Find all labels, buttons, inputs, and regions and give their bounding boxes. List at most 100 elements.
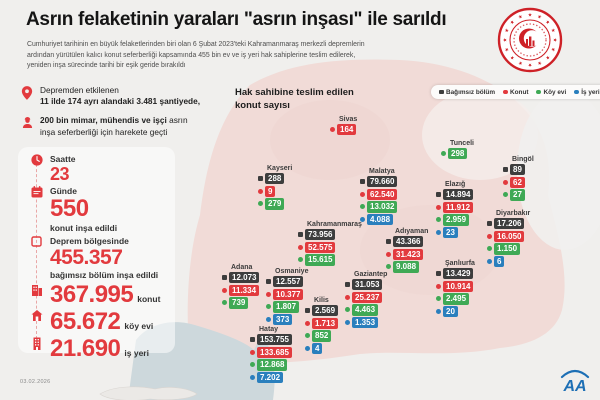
isyeri-marker-icon bbox=[266, 317, 271, 323]
legend-item-bagimsiz: Bağımsız bölüm bbox=[439, 89, 495, 96]
badge-value: 153.755 bbox=[257, 334, 292, 346]
stat-suffix: konut inşa edildi bbox=[50, 223, 118, 233]
city-badge-row-bagimsiz: 12.557 bbox=[266, 276, 308, 288]
konut-marker-icon bbox=[298, 244, 303, 250]
badge-value: 23 bbox=[443, 227, 458, 239]
svg-text:AA: AA bbox=[562, 378, 586, 394]
badge-value: 4.088 bbox=[367, 214, 394, 226]
house-icon bbox=[30, 310, 43, 334]
isyeri-marker-icon bbox=[250, 375, 255, 381]
badge-value: 10.377 bbox=[273, 288, 304, 300]
office-building-icon bbox=[30, 337, 43, 361]
svg-text:★: ★ bbox=[544, 19, 552, 27]
city-badge-row-bagimsiz: 153.755 bbox=[250, 334, 292, 346]
svg-text:★: ★ bbox=[509, 19, 517, 27]
badge-value: 373 bbox=[273, 314, 293, 326]
bagimsiz-marker-icon bbox=[386, 239, 391, 245]
badge-value: 288 bbox=[265, 173, 285, 185]
koyevi-marker-icon bbox=[386, 264, 391, 270]
city-Kahramanmaraş: Kahramanmaraş 73.956 52.575 15.615 bbox=[298, 221, 362, 267]
legend-item-isyeri: İş yeri bbox=[574, 88, 600, 96]
city-badge-row-koyevi: 852 bbox=[305, 330, 338, 342]
konut-marker-icon bbox=[360, 191, 365, 197]
konut-marker-icon bbox=[222, 287, 227, 293]
city-Diyarbakır: Diyarbakır 17.206 16.050 1.150 6 bbox=[487, 210, 530, 269]
isyeri-marker-icon bbox=[574, 89, 579, 95]
bagimsiz-marker-icon bbox=[436, 271, 441, 277]
badge-value: 73.956 bbox=[305, 229, 336, 241]
koyevi-marker-icon bbox=[266, 304, 271, 310]
konut-marker-icon bbox=[266, 291, 271, 297]
clock-icon bbox=[30, 154, 43, 183]
map-title: Hak sahibine teslim edilen konut sayısı bbox=[235, 87, 354, 111]
city-badge-row-isyeri: 4.088 bbox=[360, 214, 397, 226]
city-name: Kayseri bbox=[267, 165, 293, 172]
city-name: Adana bbox=[231, 264, 253, 271]
legend-label: Konut bbox=[510, 88, 529, 96]
svg-text:★: ★ bbox=[552, 38, 558, 43]
badge-value: 2.569 bbox=[312, 305, 339, 317]
city-name: Kahramanmaraş bbox=[307, 221, 362, 228]
legend-item-konut: Konut bbox=[503, 89, 528, 96]
city-badge-row-bagimsiz: 288 bbox=[258, 173, 292, 185]
koyevi-marker-icon bbox=[436, 296, 441, 302]
stat-value: 21.690 bbox=[50, 335, 121, 362]
apartment-building-icon bbox=[30, 283, 43, 307]
badge-value: 279 bbox=[265, 198, 285, 210]
bagimsiz-marker-icon bbox=[436, 192, 441, 198]
stat-value: 65.672 bbox=[50, 308, 121, 335]
city-name: Gaziantep bbox=[354, 271, 388, 278]
isyeri-marker-icon bbox=[436, 230, 441, 236]
star-ring: ★ ★★★★★★★★★★★★★★★ bbox=[503, 13, 558, 68]
stat-konut: 367.995 konut bbox=[30, 283, 169, 307]
badge-value: 11.912 bbox=[443, 201, 474, 213]
badge-value: 164 bbox=[337, 124, 357, 136]
city-Kayseri: Kayseri 288 9 279 bbox=[258, 165, 292, 211]
city-badge-row-konut: 62 bbox=[503, 176, 534, 188]
konut-marker-icon bbox=[503, 89, 508, 95]
bagimsiz-marker-icon bbox=[222, 275, 227, 281]
city-Tunceli: Tunceli 298 bbox=[441, 140, 474, 161]
city-badge-row-isyeri: 4 bbox=[305, 343, 338, 355]
stat-suffix: konut bbox=[137, 294, 161, 304]
city-badge-row-isyeri: 6 bbox=[487, 256, 530, 268]
city-Kilis: Kilis 2.569 1.713 852 4 bbox=[305, 297, 339, 356]
stat-label: Deprem bölgesinde bbox=[50, 236, 129, 246]
stat-region-total: Deprem bölgesinde 455.357 bağımsız bölüm… bbox=[30, 236, 169, 280]
legend-label: İş yeri bbox=[581, 88, 600, 96]
badge-value: 739 bbox=[229, 297, 249, 309]
city-badge-row-koyevi: 27 bbox=[503, 189, 534, 201]
konut-marker-icon bbox=[305, 320, 310, 326]
svg-text:★: ★ bbox=[517, 59, 524, 66]
badge-value: 1.713 bbox=[312, 317, 339, 329]
city-badge-row-isyeri: 20 bbox=[436, 306, 475, 318]
stat-suffix: iş yeri bbox=[124, 348, 149, 358]
city-badge-row-koyevi: 2.959 bbox=[436, 214, 473, 226]
city-badge-row-koyevi: 15.615 bbox=[298, 254, 362, 266]
koyevi-marker-icon bbox=[536, 89, 541, 95]
city-badge-row-bagimsiz: 13.429 bbox=[436, 268, 475, 280]
koyevi-marker-icon bbox=[487, 246, 492, 252]
badge-value: 133.685 bbox=[257, 346, 292, 358]
city-badge-row-koyevi: 2.495 bbox=[436, 293, 475, 305]
city-badge-row-isyeri: 7.202 bbox=[250, 372, 292, 384]
konut-marker-icon bbox=[487, 233, 492, 239]
city-badge-row-konut: 11.912 bbox=[436, 201, 474, 213]
badge-value: 79.660 bbox=[367, 176, 398, 188]
bagimsiz-marker-icon bbox=[258, 176, 263, 182]
badge-value: 62.540 bbox=[367, 188, 398, 200]
badge-value: 2.959 bbox=[443, 214, 470, 226]
city-Malatya: Malatya 79.660 62.540 13.032 4.088 bbox=[360, 168, 398, 227]
badge-value: 89 bbox=[510, 164, 525, 176]
city-badge-row-konut: 16.050 bbox=[487, 230, 530, 242]
svg-text:★: ★ bbox=[509, 53, 517, 61]
badge-value: 15.615 bbox=[305, 254, 336, 266]
calendar-icon bbox=[30, 186, 43, 233]
koyevi-marker-icon bbox=[298, 257, 303, 263]
koyevi-marker-icon bbox=[503, 192, 508, 198]
city-name: Malatya bbox=[369, 168, 395, 175]
fact-line-bold: 200 bin mimar, mühendis ve işçi bbox=[40, 115, 167, 126]
stat-koyevi: 65.672 köy evi bbox=[30, 310, 169, 334]
badge-value: 298 bbox=[448, 148, 468, 160]
city-badge-row-koyevi: 739 bbox=[222, 297, 259, 309]
